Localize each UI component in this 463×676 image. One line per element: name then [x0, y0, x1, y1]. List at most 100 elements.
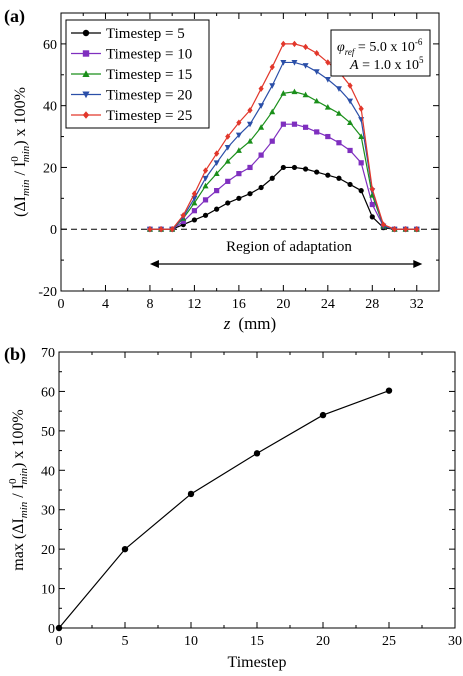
data-point	[258, 124, 265, 130]
data-point	[302, 91, 309, 98]
data-point	[280, 121, 286, 127]
region-arrow-left-head	[149, 260, 159, 268]
data-point	[236, 171, 242, 177]
data-point	[247, 164, 253, 171]
legend-marker	[82, 70, 90, 77]
data-point	[214, 188, 220, 194]
data-point	[191, 208, 198, 214]
data-point	[269, 138, 275, 144]
data-point	[314, 49, 320, 57]
data-point	[236, 195, 242, 201]
data-point	[280, 60, 287, 66]
data-point	[247, 121, 253, 128]
data-point	[347, 119, 354, 126]
data-point	[358, 133, 365, 139]
data-point	[291, 121, 298, 127]
data-point	[202, 212, 209, 218]
data-point	[158, 226, 164, 233]
x-tick-label: 30	[448, 634, 462, 649]
data-point	[187, 490, 195, 498]
panel-b-x-axis-label: Timestep	[228, 654, 287, 671]
data-point	[258, 85, 264, 92]
data-point	[169, 226, 175, 233]
data-point	[55, 624, 63, 632]
data-point	[224, 158, 231, 164]
data-point	[325, 172, 331, 178]
y-tick-label: 20	[43, 161, 57, 176]
data-point	[121, 545, 129, 553]
data-point	[313, 97, 320, 104]
data-point	[347, 147, 353, 154]
phi-ref-annotation: φref = 5.0 x 10-6	[337, 37, 423, 57]
x-tick-label: 12	[187, 297, 201, 312]
panel-a-label: (a)	[4, 6, 25, 27]
legend-label: Timestep = 5	[106, 26, 185, 42]
data-point	[302, 124, 309, 130]
data-point	[380, 221, 387, 228]
data-point	[235, 132, 242, 139]
legend-label: Timestep = 25	[106, 108, 192, 124]
region-label: Region of adaptation	[226, 239, 352, 255]
y-tick-label: -20	[38, 285, 57, 300]
data-point	[213, 170, 220, 177]
x-tick-label: 20	[316, 634, 330, 649]
data-point	[269, 83, 276, 89]
y-tick-label: 70	[41, 346, 55, 361]
data-point	[202, 182, 209, 189]
y-tick-label: 0	[48, 622, 55, 637]
data-point	[385, 387, 393, 394]
data-point	[391, 226, 398, 233]
data-point	[258, 152, 264, 158]
x-tick-label: 5	[122, 634, 129, 649]
data-point	[369, 214, 375, 220]
data-point	[302, 166, 309, 172]
data-point	[358, 160, 364, 166]
panel-a-x-axis-label: z (mm)	[223, 314, 276, 333]
data-point	[280, 90, 287, 96]
panel-a-y-axis-label: (ΔImin / I0min) x 100%	[9, 87, 32, 217]
legend-label: Timestep = 15	[106, 67, 192, 83]
region-arrow	[149, 260, 423, 268]
data-point	[291, 88, 298, 95]
region-arrow-right-head	[413, 260, 423, 268]
legend-label: Timestep = 20	[106, 88, 192, 104]
data-point	[291, 60, 298, 66]
data-point	[313, 69, 320, 75]
data-point	[369, 201, 375, 208]
data-point	[291, 40, 298, 48]
data-point	[191, 190, 198, 197]
data-point	[302, 63, 309, 69]
data-point	[280, 40, 286, 48]
legend-label: Timestep = 10	[106, 47, 192, 63]
y-tick-label: 50	[41, 425, 55, 440]
data-point	[347, 98, 354, 105]
data-point	[214, 150, 220, 157]
data-point	[324, 104, 331, 110]
data-point	[269, 108, 276, 115]
data-point	[180, 212, 186, 219]
data-point	[319, 411, 327, 419]
data-point	[358, 105, 364, 112]
panel-a-legend: Timestep = 5 Timestep = 10 Timestep = 15 Ti…	[65, 19, 210, 129]
data-point	[147, 226, 153, 233]
x-tick-label: 32	[410, 297, 424, 312]
data-point	[358, 188, 364, 194]
data-point	[258, 103, 265, 109]
legend-marker	[82, 29, 90, 37]
data-point	[336, 175, 342, 181]
data-point	[214, 206, 220, 212]
data-point	[202, 197, 209, 203]
data-point	[180, 218, 186, 225]
x-tick-label: 15	[250, 634, 264, 649]
data-point	[314, 129, 320, 135]
y-tick-label: 40	[41, 464, 55, 479]
y-tick-label: 60	[43, 38, 57, 53]
data-point	[335, 86, 342, 92]
panel-b-label: (b)	[4, 344, 26, 365]
x-tick-label: 28	[365, 297, 379, 312]
data-point	[325, 133, 331, 140]
data-point	[414, 226, 420, 233]
data-point	[247, 107, 253, 114]
parameter-box	[330, 29, 431, 77]
